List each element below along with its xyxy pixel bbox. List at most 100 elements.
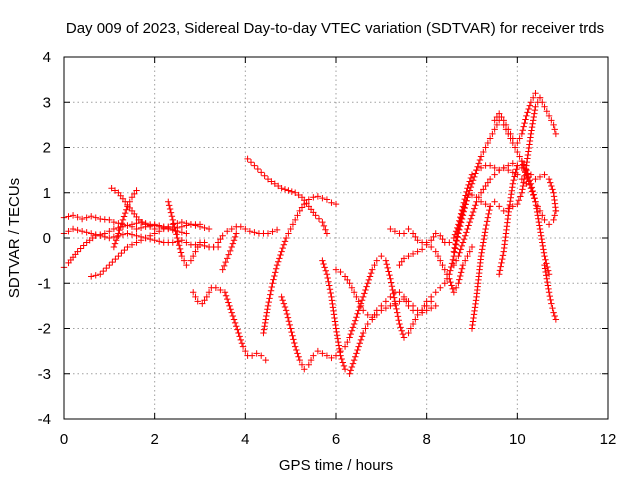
data-point — [92, 272, 99, 279]
data-point — [270, 276, 277, 283]
data-point — [347, 367, 354, 374]
data-point — [548, 182, 555, 190]
data-point — [524, 155, 531, 162]
data-point — [373, 257, 380, 264]
data-point — [387, 302, 394, 310]
data-point — [160, 225, 167, 233]
data-point — [541, 171, 548, 178]
data-point — [517, 193, 524, 200]
data-point — [378, 252, 385, 260]
data-point — [373, 311, 380, 319]
data-point — [525, 105, 532, 113]
data-point — [314, 193, 322, 200]
x-tick-label: 0 — [60, 431, 68, 448]
data-point — [287, 225, 294, 233]
data-point — [532, 201, 540, 209]
data-point — [542, 256, 549, 263]
data-point — [335, 338, 342, 346]
data-point — [400, 230, 408, 237]
data-point — [246, 228, 254, 235]
data-point — [115, 230, 122, 237]
data-point — [496, 166, 503, 174]
data-point — [230, 237, 238, 244]
data-point — [434, 252, 442, 260]
data-point — [479, 242, 486, 250]
data-point — [509, 184, 516, 191]
data-point — [538, 235, 545, 243]
data-point — [545, 221, 553, 228]
data-point — [499, 255, 506, 263]
data-point — [485, 210, 492, 218]
data-point — [515, 197, 523, 204]
data-point — [83, 229, 90, 236]
data-point — [428, 304, 435, 312]
data-point — [114, 233, 121, 241]
data-point — [486, 203, 494, 210]
data-point — [452, 257, 460, 264]
data-point — [483, 218, 491, 225]
data-point — [65, 213, 72, 220]
data-point — [262, 316, 269, 323]
data-point — [525, 144, 533, 152]
data-point — [455, 280, 462, 287]
data-point — [120, 213, 128, 220]
data-point — [527, 134, 534, 141]
data-point — [328, 293, 335, 301]
data-point — [386, 271, 393, 279]
data-point — [502, 121, 510, 129]
data-point — [289, 221, 297, 228]
data-point — [106, 216, 113, 224]
data-point — [247, 159, 255, 166]
data-point — [532, 103, 539, 110]
data-point — [382, 304, 390, 312]
axis-ticks — [63, 56, 609, 420]
data-point — [543, 108, 550, 115]
data-point — [457, 269, 465, 276]
data-point — [456, 222, 463, 229]
data-point — [482, 144, 489, 151]
data-point — [337, 352, 344, 359]
data-point — [476, 156, 484, 164]
data-point — [460, 235, 468, 243]
data-point — [467, 183, 475, 191]
x-tick-label: 8 — [422, 431, 430, 448]
data-point — [177, 249, 185, 256]
data-point — [175, 238, 182, 245]
data-point — [467, 215, 475, 222]
data-point — [493, 121, 501, 129]
data-point — [549, 186, 556, 193]
data-point — [192, 248, 199, 255]
data-point — [261, 172, 268, 179]
series-track-23 — [468, 203, 494, 332]
data-point — [535, 218, 543, 226]
data-point — [466, 218, 473, 226]
data-point — [541, 103, 548, 110]
data-point — [292, 343, 299, 350]
data-point — [111, 187, 119, 194]
data-point — [472, 300, 479, 308]
data-point — [203, 293, 210, 301]
data-point — [532, 198, 539, 205]
data-point — [498, 259, 505, 267]
data-point — [175, 242, 183, 249]
data-point — [328, 297, 336, 304]
data-point — [535, 215, 542, 222]
data-point — [228, 309, 235, 316]
data-point — [228, 243, 235, 251]
data-point — [310, 352, 317, 359]
data-point — [530, 94, 537, 101]
data-point — [350, 289, 358, 296]
data-point — [329, 300, 336, 308]
data-point — [541, 265, 549, 272]
data-point — [505, 126, 512, 133]
data-point — [139, 218, 146, 226]
y-tick-label: -4 — [38, 411, 51, 428]
data-point — [518, 157, 526, 165]
data-point — [298, 204, 306, 211]
data-point — [496, 271, 503, 278]
data-point — [496, 110, 503, 117]
data-point — [292, 189, 299, 196]
data-point — [196, 223, 204, 230]
data-point — [506, 201, 513, 209]
data-point — [529, 120, 536, 127]
